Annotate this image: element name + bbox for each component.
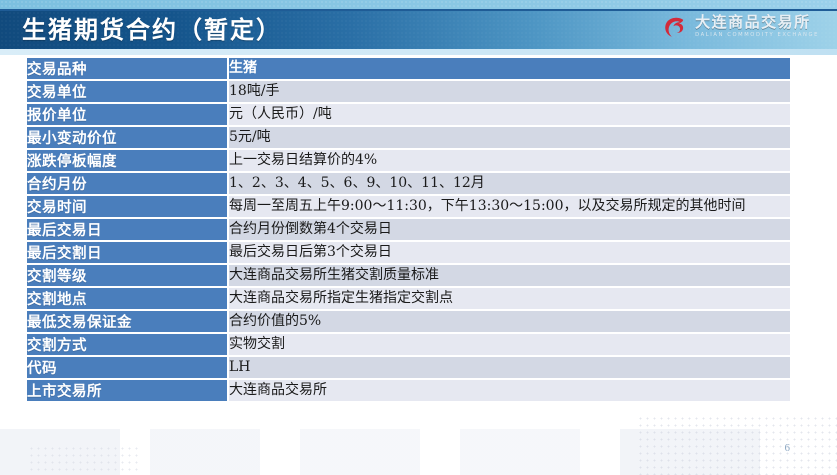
page-number: 6 <box>784 442 791 454</box>
top-divider-rule <box>0 9 837 11</box>
table-row: 最小变动价位 5元/吨 <box>27 127 790 150</box>
spec-value: 实物交割 <box>227 334 790 357</box>
spec-value: 合约月份倒数第4个交易日 <box>227 219 790 242</box>
spec-label: 最后交易日 <box>27 219 227 242</box>
spec-label: 交割方式 <box>27 334 227 357</box>
table-row: 合约月份 1、2、3、4、5、6、9、10、11、12月 <box>27 173 790 196</box>
table-row: 交易品种 生猪 <box>27 58 790 81</box>
table-row: 涨跌停板幅度 上一交易日结算价的4% <box>27 150 790 173</box>
logo-text-block: 大连商品交易所 DALIAN COMMODITY EXCHANGE <box>695 15 819 38</box>
table-row: 上市交易所 大连商品交易所 <box>27 380 790 401</box>
spec-label: 合约月份 <box>27 173 227 196</box>
table-row: 最低交易保证金 合约价值的5% <box>27 311 790 334</box>
spec-value: 上一交易日结算价的4% <box>227 150 790 173</box>
table-row: 最后交割日 最后交易日后第3个交易日 <box>27 242 790 265</box>
spec-value: 生猪 <box>227 58 790 81</box>
table-row: 交割方式 实物交割 <box>27 334 790 357</box>
background-dot-grid-left <box>28 445 138 475</box>
logo-chinese-name: 大连商品交易所 <box>695 13 811 32</box>
spec-label: 交割等级 <box>27 265 227 288</box>
table-row: 交割地点 大连商品交易所指定生猪指定交割点 <box>27 288 790 311</box>
top-accent-strip <box>0 0 837 9</box>
dalian-commodity-exchange-mark-icon <box>665 17 684 37</box>
spec-value: 5元/吨 <box>227 127 790 150</box>
table-row: 最后交易日 合约月份倒数第4个交易日 <box>27 219 790 242</box>
spec-value: 最后交易日后第3个交易日 <box>227 242 790 265</box>
spec-value: 18吨/手 <box>227 81 790 104</box>
spec-label: 最后交割日 <box>27 242 227 265</box>
table-row: 交易时间 每周一至周五上午9:00～11:30，下午13:30～15:00，以及… <box>27 196 790 219</box>
spec-label: 最小变动价位 <box>27 127 227 150</box>
spec-value: 每周一至周五上午9:00～11:30，下午13:30～15:00，以及交易所规定… <box>227 196 790 219</box>
spec-label: 交割地点 <box>27 288 227 311</box>
spec-label: 报价单位 <box>27 104 227 127</box>
spec-label: 交易品种 <box>27 58 227 81</box>
exchange-logo: 大连商品交易所 DALIAN COMMODITY EXCHANGE <box>662 14 819 40</box>
spec-value: 大连商品交易所 <box>227 380 790 401</box>
spec-value: 1、2、3、4、5、6、9、10、11、12月 <box>227 173 790 196</box>
table-row: 报价单位 元（人民币）/吨 <box>27 104 790 127</box>
background-dot-grid-right <box>637 415 837 475</box>
table-row: 交割等级 大连商品交易所生猪交割质量标准 <box>27 265 790 288</box>
spec-label: 代码 <box>27 357 227 380</box>
contract-spec-table-wrapper: 交易品种 生猪 交易单位 18吨/手 报价单位 元（人民币）/吨 最小变动价位 … <box>27 58 790 401</box>
table-row: 交易单位 18吨/手 <box>27 81 790 104</box>
contract-spec-table-body: 交易品种 生猪 交易单位 18吨/手 报价单位 元（人民币）/吨 最小变动价位 … <box>27 58 790 401</box>
top-accent-strip-texture <box>0 0 837 9</box>
spec-label: 上市交易所 <box>27 380 227 401</box>
page-title: 生猪期货合约（暂定） <box>22 15 282 44</box>
spec-value: LH <box>227 357 790 380</box>
spec-value: 元（人民币）/吨 <box>227 104 790 127</box>
contract-spec-table: 交易品种 生猪 交易单位 18吨/手 报价单位 元（人民币）/吨 最小变动价位 … <box>27 58 790 401</box>
spec-value: 大连商品交易所指定生猪指定交割点 <box>227 288 790 311</box>
spec-value: 大连商品交易所生猪交割质量标准 <box>227 265 790 288</box>
spec-value: 合约价值的5% <box>227 311 790 334</box>
spec-label: 最低交易保证金 <box>27 311 227 334</box>
title-band <box>0 11 837 49</box>
spec-label: 交易单位 <box>27 81 227 104</box>
title-underline <box>0 49 837 55</box>
title-band-texture <box>0 11 837 49</box>
spec-label: 涨跌停板幅度 <box>27 150 227 173</box>
table-row: 代码 LH <box>27 357 790 380</box>
spec-label: 交易时间 <box>27 196 227 219</box>
logo-english-name: DALIAN COMMODITY EXCHANGE <box>695 32 819 39</box>
